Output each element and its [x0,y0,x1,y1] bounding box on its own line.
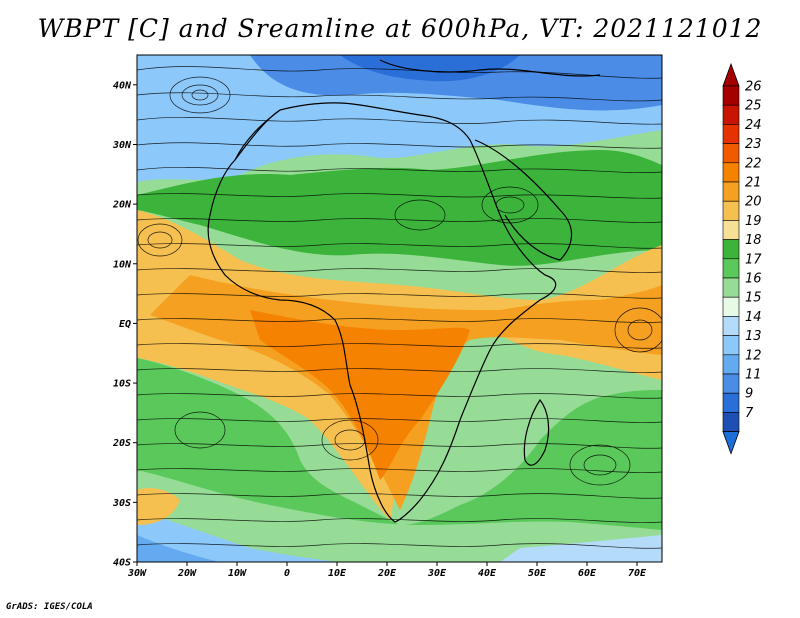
colorbar-segment [722,392,740,413]
map-title: WBPT [C] and Sreamline at 600hPa, VT: 20… [37,14,763,43]
longitude-axis: 30W 20W 10W 0 10E 20E 30E 40E 50E 60E 70E [127,562,647,579]
colorbar-segment [722,373,740,394]
lat-label: 20S [112,438,131,449]
colorbar: 26 25 24 23 22 21 20 19 18 17 16 15 14 13 12 11 9 7 [722,62,762,455]
footer-credit: GrADS: IGES/COLA [6,602,93,612]
colorbar-segment [722,104,740,125]
lon-label: 10W [228,568,247,579]
lon-label: 20E [377,568,397,579]
temperature-field [137,55,662,562]
colorbar-label: 18 [745,233,762,248]
colorbar-segment [722,296,740,317]
lat-label: 10N [113,259,132,270]
coastlines [207,59,601,523]
colorbar-segment [722,316,740,336]
colorbar-segment [722,85,740,106]
lat-label: 40N [113,80,132,91]
colorbar-segment [722,143,740,164]
colorbar-label: 9 [745,387,753,402]
lon-label: 70E [628,568,647,579]
lat-label: 10S [113,379,131,390]
lat-label: 30N [112,140,132,151]
lon-label: 30E [427,568,447,579]
colorbar-label: 12 [745,348,762,363]
latitude-axis: 40N 30N 20N 10N EQ 10S 20S 30S 40S [112,80,137,569]
plot-frame [136,54,663,563]
colorbar-label: 15 [745,291,762,306]
colorbar-segment [722,335,740,356]
lat-label: 20N [112,200,132,211]
colorbar-label: 7 [745,406,754,421]
colorbar-segment [722,412,740,432]
lon-label: 10E [328,568,347,579]
colorbar-label: 14 [745,310,762,325]
colorbar-label: 23 [745,137,762,152]
colorbar-segment [722,239,740,260]
colorbar-label: 17 [745,252,762,267]
colorbar-label: 22 [745,156,762,171]
lon-label: 60E [578,568,597,579]
colorbar-segment [722,354,740,375]
lon-label: 30W [127,568,147,579]
lon-label: 0 [284,568,290,579]
lon-label: 50E [528,568,547,579]
colorbar-label: 16 [745,272,762,287]
colorbar-min-arrow [722,431,740,455]
colorbar-label: 11 [745,368,762,383]
colorbar-segment [722,162,740,183]
colorbar-segment [722,181,740,202]
lat-label: 40S [113,558,131,569]
colorbar-label: 25 [745,99,762,114]
colorbar-segment [722,124,740,144]
colorbar-label: 20 [745,195,762,210]
colorbar-max-arrow [722,62,740,87]
colorbar-segment [722,220,740,240]
colorbar-label: 24 [745,118,762,133]
colorbar-segment [722,277,740,298]
lon-label: 20W [177,568,197,579]
lon-label: 40E [478,568,497,579]
lat-label: 30S [112,498,131,509]
colorbar-segment [722,258,740,279]
colorbar-label: 26 [745,80,762,95]
colorbar-label: 13 [745,329,762,344]
colorbar-segment [722,200,740,221]
colorbar-label: 21 [745,176,762,191]
colorbar-label: 19 [745,214,762,229]
lat-label: EQ [119,319,131,330]
